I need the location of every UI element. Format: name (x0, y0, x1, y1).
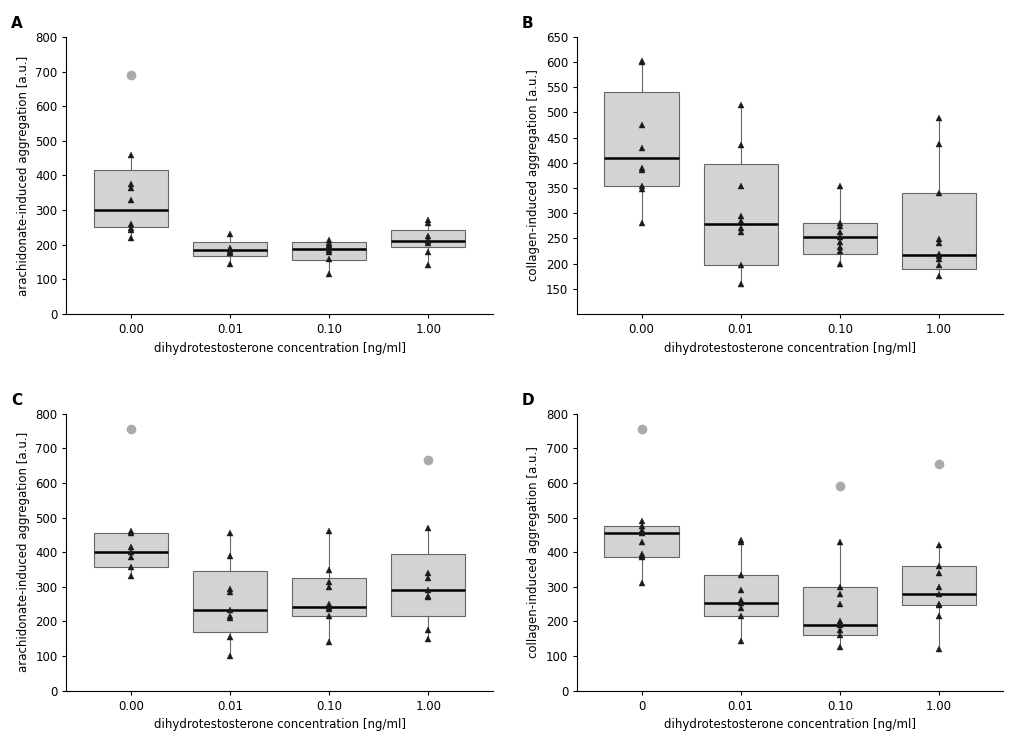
Y-axis label: arachidonate-induced aggregation [a.u.]: arachidonate-induced aggregation [a.u.] (16, 432, 30, 672)
FancyBboxPatch shape (802, 587, 876, 635)
Y-axis label: collagen-induced aggregation [a.u.]: collagen-induced aggregation [a.u.] (527, 447, 540, 658)
FancyBboxPatch shape (901, 566, 975, 605)
X-axis label: dihydrotestosterone concentration [ng/ml]: dihydrotestosterone concentration [ng/ml… (154, 342, 406, 355)
FancyBboxPatch shape (901, 193, 975, 269)
FancyBboxPatch shape (604, 527, 678, 557)
FancyBboxPatch shape (390, 554, 465, 616)
FancyBboxPatch shape (802, 224, 876, 254)
X-axis label: dihydrotestosterone concentration [ng/ml]: dihydrotestosterone concentration [ng/ml… (154, 718, 406, 732)
FancyBboxPatch shape (390, 230, 465, 247)
FancyBboxPatch shape (193, 571, 267, 632)
X-axis label: dihydrotestosterone concentration [ng/ml]: dihydrotestosterone concentration [ng/ml… (663, 342, 915, 355)
FancyBboxPatch shape (604, 92, 678, 186)
Text: D: D (522, 393, 534, 408)
FancyBboxPatch shape (193, 242, 267, 256)
FancyBboxPatch shape (291, 242, 366, 260)
Y-axis label: collagen-induced aggregation [a.u.]: collagen-induced aggregation [a.u.] (527, 70, 540, 281)
FancyBboxPatch shape (703, 574, 777, 616)
Text: B: B (522, 16, 533, 31)
FancyBboxPatch shape (291, 578, 366, 616)
X-axis label: dihydrotestosterone concentration [ng/ml]: dihydrotestosterone concentration [ng/ml… (663, 718, 915, 732)
FancyBboxPatch shape (94, 171, 168, 227)
Text: A: A (11, 16, 22, 31)
FancyBboxPatch shape (94, 533, 168, 567)
FancyBboxPatch shape (703, 164, 777, 265)
Y-axis label: arachidonate-induced aggregation [a.u.]: arachidonate-induced aggregation [a.u.] (16, 55, 30, 295)
Text: C: C (11, 393, 22, 408)
